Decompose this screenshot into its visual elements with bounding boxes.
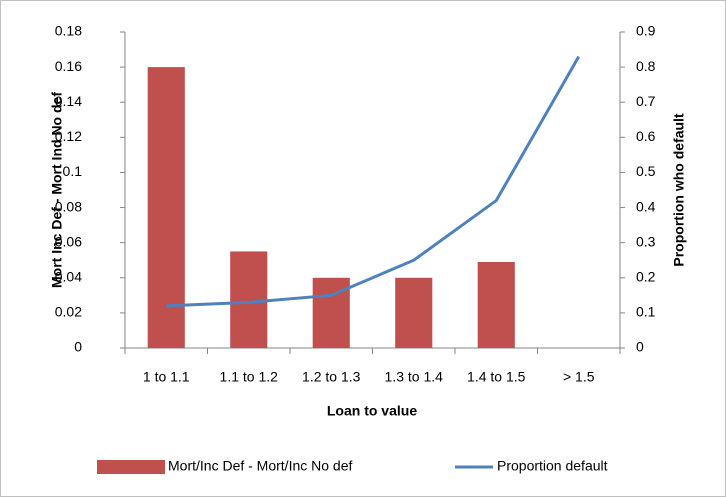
y-tick-label: 0.04 bbox=[55, 268, 82, 284]
y2-tick-label: 0 bbox=[636, 339, 644, 355]
y2-tick-label: 0.1 bbox=[636, 304, 656, 320]
y2-tick-label: 0.7 bbox=[636, 93, 656, 109]
y-tick-label: 0.12 bbox=[55, 128, 82, 144]
legend-swatch bbox=[97, 460, 165, 474]
y-tick-label: 0 bbox=[74, 339, 82, 355]
y2-tick-label: 0.5 bbox=[636, 163, 656, 179]
legend-label: Proportion default bbox=[497, 458, 608, 474]
x-tick-label: 1.3 to 1.4 bbox=[385, 369, 444, 385]
y-tick-label: 0.08 bbox=[55, 198, 82, 214]
y-tick-label: 0.1 bbox=[63, 163, 83, 179]
bar bbox=[395, 277, 433, 348]
y-tick-label: 0.02 bbox=[55, 304, 82, 320]
bar bbox=[147, 67, 185, 348]
bar bbox=[230, 251, 268, 348]
y2-axis-title: Proportion who default bbox=[671, 113, 687, 267]
x-axis-title: Loan to value bbox=[327, 403, 417, 419]
y2-tick-label: 0.9 bbox=[636, 23, 656, 39]
x-tick-label: 1.4 to 1.5 bbox=[467, 369, 526, 385]
x-tick-label: 1.2 to 1.3 bbox=[302, 369, 361, 385]
y-tick-label: 0.06 bbox=[55, 233, 82, 249]
y-tick-label: 0.18 bbox=[55, 23, 82, 39]
legend-label: Mort/Inc Def - Mort/Inc No def bbox=[168, 458, 352, 474]
x-tick-label: 1.1 to 1.2 bbox=[220, 369, 279, 385]
y2-tick-label: 0.3 bbox=[636, 233, 656, 249]
x-tick-label: > 1.5 bbox=[563, 369, 595, 385]
y2-tick-label: 0.4 bbox=[636, 198, 656, 214]
y2-tick-label: 0.6 bbox=[636, 128, 656, 144]
line bbox=[166, 55, 581, 308]
y2-tick-label: 0.2 bbox=[636, 268, 656, 284]
y-axis-title: Mort Inc Def - Mort Ind No def bbox=[49, 92, 65, 288]
y2-tick-label: 0.8 bbox=[636, 58, 656, 74]
y-tick-label: 0.16 bbox=[55, 58, 82, 74]
y-tick-label: 0.14 bbox=[55, 93, 82, 109]
bar bbox=[477, 261, 515, 348]
x-tick-label: 1 to 1.1 bbox=[143, 369, 190, 385]
